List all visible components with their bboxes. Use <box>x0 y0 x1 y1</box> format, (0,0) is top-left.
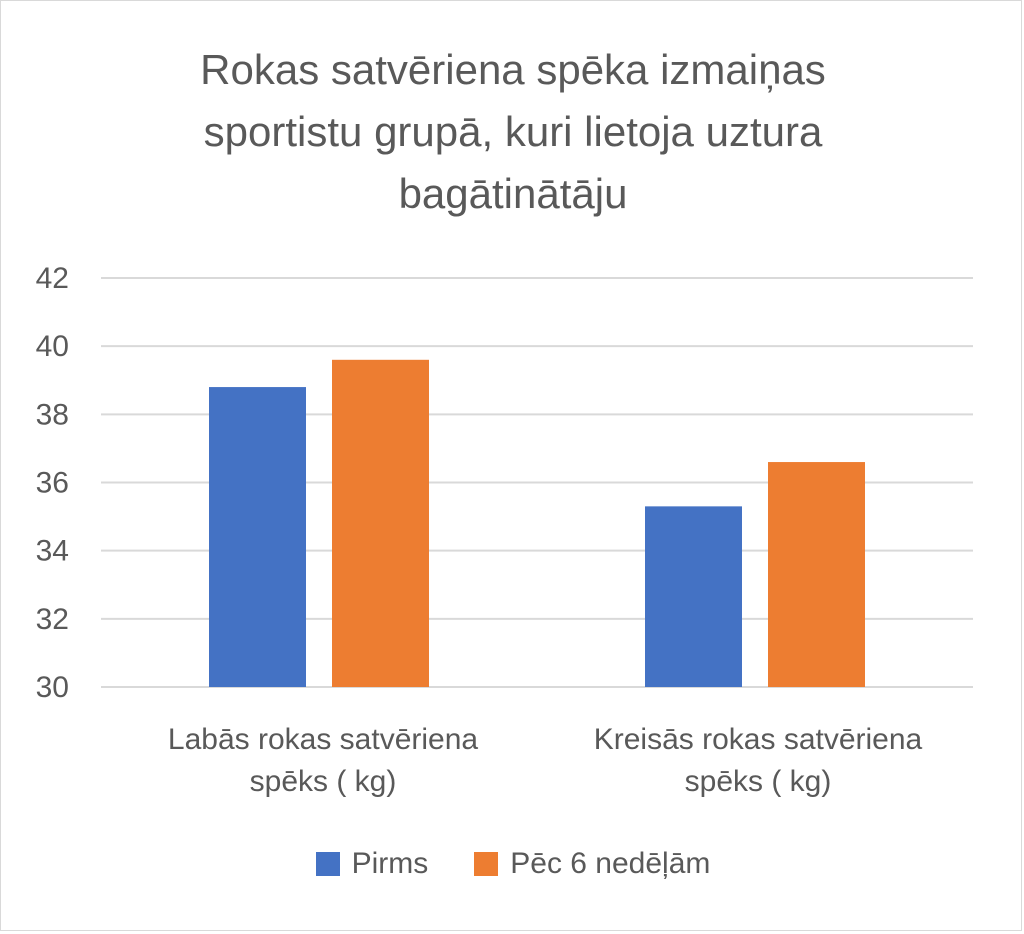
y-tick-label: 30 <box>36 671 69 704</box>
y-tick-label: 32 <box>36 603 69 636</box>
legend-label-after: Pēc 6 nedēļām <box>510 847 711 880</box>
x-category-line: Labās rokas satvēriena <box>167 723 479 756</box>
legend-item-after: Pēc 6 nedēļām <box>474 847 710 881</box>
legend-swatch-before <box>315 852 340 876</box>
chart-title: Rokas satvēriena spēka izmaiņas sportist… <box>113 39 913 225</box>
x-category-line: Kreisās rokas satvēriena <box>593 723 923 756</box>
x-category-label-left-hand: Kreisās rokas satvēriena spēks ( kg) <box>558 719 958 803</box>
x-category-label-right-hand: Labās rokas satvēriena spēks ( kg) <box>123 719 523 803</box>
bar-before-1 <box>645 506 742 687</box>
legend-swatch-after <box>474 852 499 876</box>
y-tick-label: 34 <box>36 535 69 568</box>
y-tick-label: 40 <box>36 330 69 363</box>
legend-item-before: Pirms <box>315 847 429 881</box>
y-tick-label: 36 <box>36 467 69 500</box>
bar-after-1 <box>768 462 865 687</box>
y-tick-label: 38 <box>36 398 69 431</box>
legend: Pirms Pēc 6 nedēļām <box>1 847 1024 881</box>
legend-label-before: Pirms <box>351 847 429 880</box>
x-category-line: spēks ( kg) <box>249 765 397 798</box>
bar-before-0 <box>209 387 306 687</box>
chart-title-line-3: bagātinātāju <box>398 170 628 217</box>
bar-after-0 <box>332 359 429 687</box>
x-category-line: spēks ( kg) <box>684 765 832 798</box>
y-tick-label: 42 <box>36 262 69 295</box>
chart-title-line-2: sportistu grupā, kuri lietoja uztura <box>203 108 823 155</box>
chart-title-line-1: Rokas satvēriena spēka izmaiņas <box>200 46 826 93</box>
